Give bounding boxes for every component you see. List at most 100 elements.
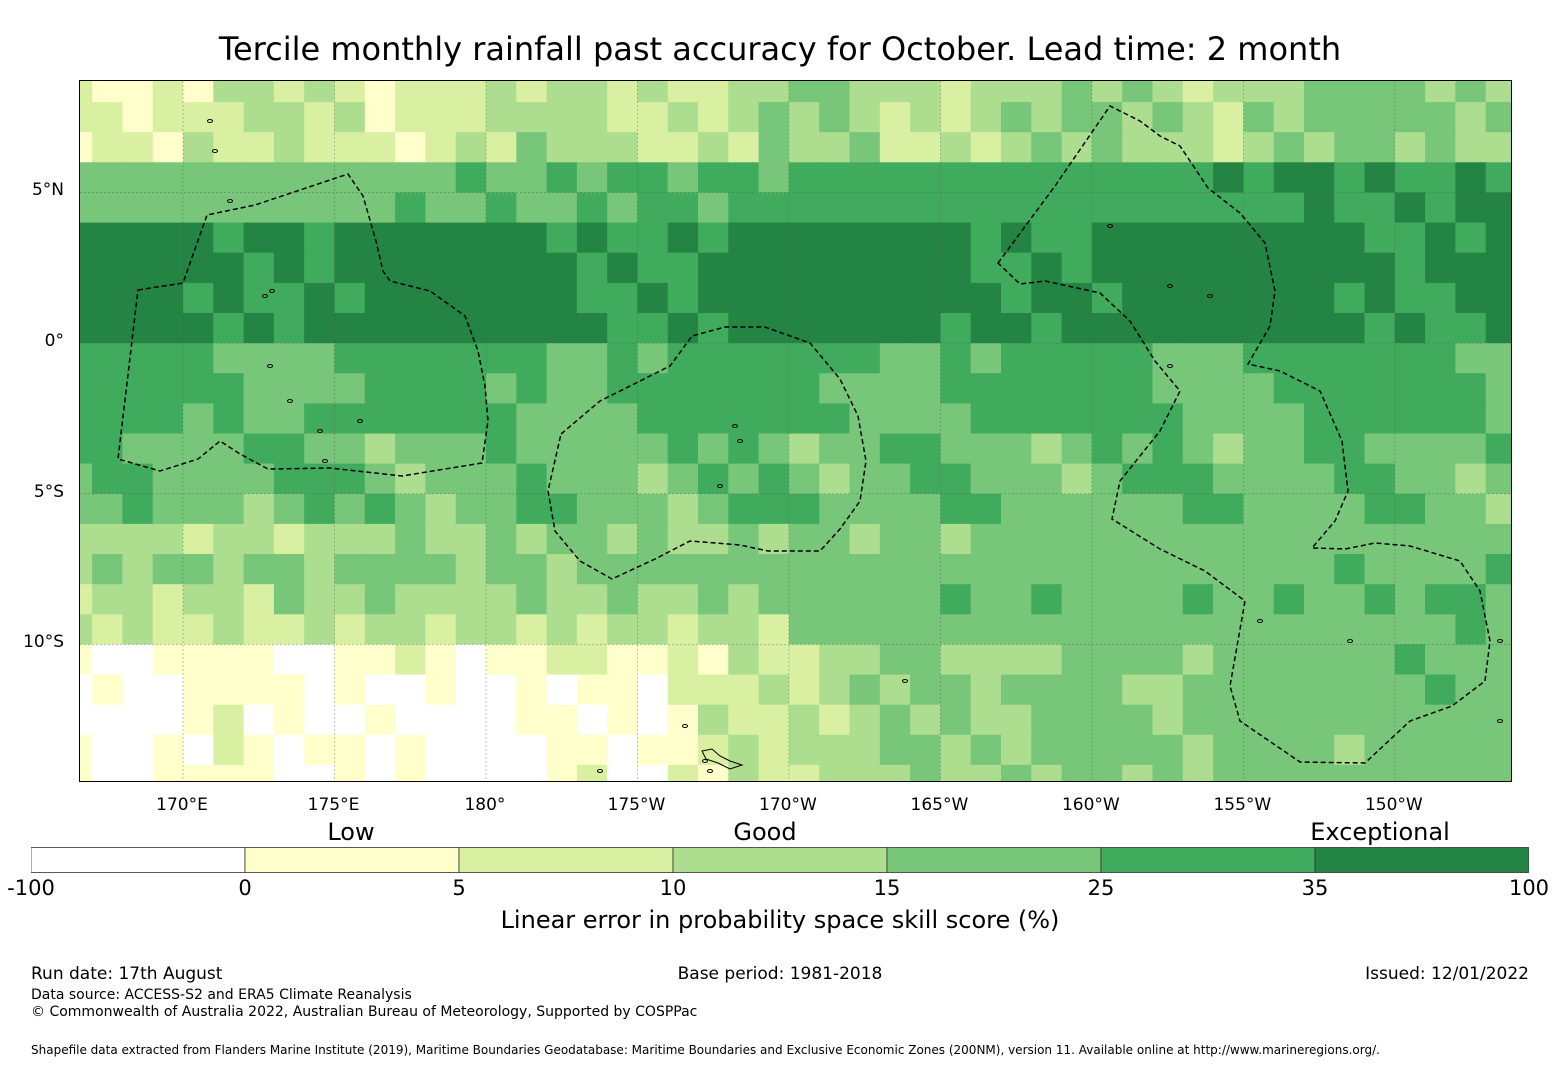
grid-cell (576, 493, 608, 525)
grid-cell (486, 433, 517, 465)
grid-cell (1061, 734, 1093, 766)
grid-cell (728, 162, 760, 193)
grid-cell (425, 313, 457, 344)
grid-cell (1364, 644, 1396, 676)
grid-cell (213, 764, 245, 781)
grid-cell (455, 523, 487, 555)
grid-cell (1031, 644, 1063, 676)
grid-cell (80, 252, 93, 284)
grid-cell (1152, 614, 1184, 645)
grid-cell (1152, 433, 1184, 465)
grid-cell (637, 463, 669, 495)
grid-cell (1273, 162, 1305, 193)
grid-cell (1364, 373, 1396, 404)
grid-cell (879, 584, 911, 615)
grid-cell (92, 674, 123, 706)
grid-cell (1152, 282, 1184, 314)
grid-cell (758, 313, 790, 344)
grid-cell (80, 734, 93, 766)
grid-cell (1485, 162, 1511, 193)
grid-cell (1091, 313, 1123, 344)
grid-cell (152, 343, 184, 374)
grid-cell (1061, 102, 1093, 133)
grid-cell (910, 463, 941, 495)
issued-date: Issued: 12/01/2022 (1365, 964, 1529, 984)
map-canvas (80, 81, 1511, 781)
grid-cell (698, 674, 729, 706)
grid-cell (455, 222, 487, 254)
island-outline (1107, 224, 1113, 228)
grid-cell (243, 132, 275, 163)
grid-cell (667, 192, 699, 224)
grid-cell (1213, 192, 1244, 224)
grid-cell (1061, 674, 1093, 706)
grid-cell (364, 433, 396, 465)
grid-cell (152, 313, 184, 344)
grid-cell (183, 192, 214, 224)
grid-cell (122, 493, 154, 525)
grid-cell (607, 81, 639, 103)
grid-cell (516, 81, 548, 103)
map-title: Tercile monthly rainfall past accuracy f… (218, 30, 1342, 68)
grid-cell (910, 192, 941, 224)
longitude-label: 175°E (307, 795, 360, 815)
grid-cell (1364, 493, 1396, 525)
grid-cell (546, 252, 578, 284)
grid-cell (1485, 282, 1511, 314)
grid-cell (1304, 373, 1335, 404)
legend-category-good: Good (733, 818, 797, 846)
grid-cell (183, 343, 214, 374)
grid-cell (1394, 102, 1426, 133)
grid-cell (1122, 493, 1154, 525)
grid-cell (425, 523, 457, 555)
grid-cell (243, 523, 275, 555)
grid-cell (395, 252, 426, 284)
grid-cell (1485, 102, 1511, 133)
grid-cell (1122, 584, 1154, 615)
grid-cell (546, 102, 578, 133)
grid-cell (1061, 554, 1093, 585)
grid-cell (1273, 433, 1305, 465)
grid-cell (1243, 403, 1275, 435)
grid-cell (516, 252, 548, 284)
grid-cell (970, 343, 1002, 374)
grid-cell (243, 614, 275, 645)
grid-cell (1334, 554, 1366, 585)
grid-cell (546, 584, 578, 615)
grid-cell (213, 252, 245, 284)
grid-cell (1122, 403, 1154, 435)
grid-cell (1304, 764, 1335, 781)
grid-cell (152, 433, 184, 465)
grid-cell (667, 463, 699, 495)
grid-cell (1091, 463, 1123, 495)
grid-cell (183, 523, 214, 555)
grid-cell (607, 674, 639, 706)
grid-cell (970, 704, 1002, 736)
grid-cell (1213, 614, 1244, 645)
grid-cell (395, 554, 426, 585)
grid-cell (1425, 734, 1456, 766)
grid-cell (940, 674, 972, 706)
grid-cell (1425, 764, 1456, 781)
grid-cell (667, 433, 699, 465)
grid-cell (1001, 764, 1032, 781)
grid-cell (1091, 433, 1123, 465)
colorbar-bin (886, 847, 1102, 873)
grid-cell (940, 343, 972, 374)
grid-cell (1182, 192, 1214, 224)
grid-cell (1394, 132, 1426, 163)
island-outline (1347, 639, 1353, 643)
grid-cell (152, 523, 184, 555)
grid-cell (576, 523, 608, 555)
grid-cell (1122, 704, 1154, 736)
grid-cell (364, 102, 396, 133)
grid-cell (1273, 463, 1305, 495)
grid-cell (425, 764, 457, 781)
grid-cell (1091, 614, 1123, 645)
grid-cell (849, 644, 881, 676)
grid-cell (243, 102, 275, 133)
grid-cell (1455, 313, 1487, 344)
grid-cell (92, 433, 123, 465)
grid-cell (1364, 584, 1396, 615)
grid-cell (1455, 433, 1487, 465)
